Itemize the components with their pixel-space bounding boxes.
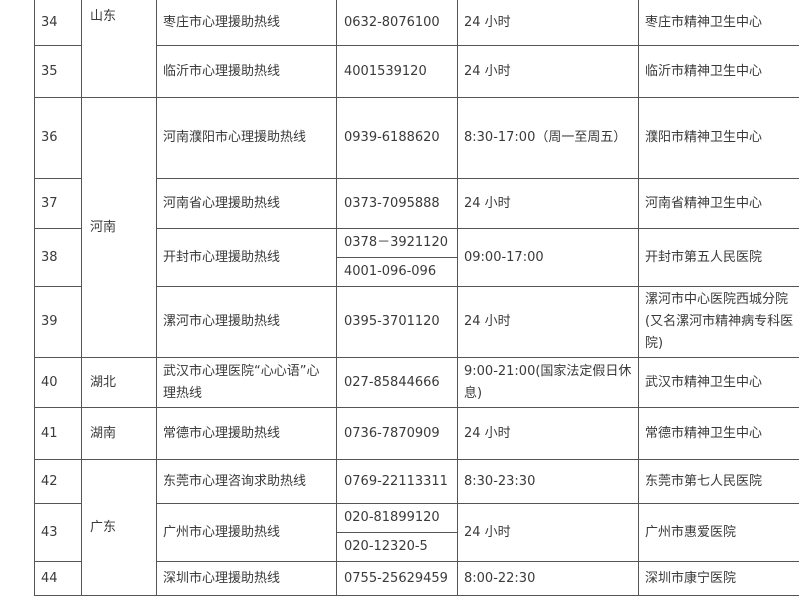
row-number: 39 bbox=[34, 286, 82, 358]
service-hours: 8:00-22:30 bbox=[457, 561, 639, 596]
phone-number: 0378－3921120 bbox=[336, 228, 458, 258]
service-hours: 8:30-23:30 bbox=[457, 459, 639, 504]
phone-number: 027-85844666 bbox=[336, 357, 458, 408]
row-number: 42 bbox=[34, 459, 82, 504]
table-row: 35 临沂市心理援助热线 4001539120 24 小时 临沂市精神卫生中心 bbox=[34, 45, 799, 98]
organization: 枣庄市精神卫生中心 bbox=[638, 0, 799, 46]
row-number: 36 bbox=[34, 97, 82, 179]
hotline-name: 漯河市心理援助热线 bbox=[156, 286, 337, 358]
province-cell: 广东 bbox=[81, 459, 157, 596]
phone-number: 0755-25629459 bbox=[336, 561, 458, 596]
hotline-table: 34 山东 枣庄市心理援助热线 0632-8076100 24 小时 枣庄市精神卫生中心 3… bbox=[34, 0, 799, 596]
organization: 开封市第五人民医院 bbox=[638, 228, 799, 287]
service-hours: 9:00-21:00(国家法定假日休息) bbox=[457, 357, 639, 408]
organization: 临沂市精神卫生中心 bbox=[638, 45, 799, 98]
province-cell: 湖南 bbox=[81, 407, 157, 460]
hotline-name: 深圳市心理援助热线 bbox=[156, 561, 337, 596]
row-number: 41 bbox=[34, 407, 82, 460]
service-hours: 8:30-17:00（周一至周五） bbox=[457, 97, 639, 179]
hotline-name: 广州市心理援助热线 bbox=[156, 503, 337, 562]
organization: 濮阳市精神卫生中心 bbox=[638, 97, 799, 179]
row-number: 37 bbox=[34, 178, 82, 229]
hotline-name: 河南濮阳市心理援助热线 bbox=[156, 97, 337, 179]
service-hours: 24 小时 bbox=[457, 503, 639, 562]
phone-number: 020-81899120 bbox=[336, 503, 458, 533]
row-number: 38 bbox=[34, 228, 82, 287]
hotline-name: 河南省心理援助热线 bbox=[156, 178, 337, 229]
row-number: 35 bbox=[34, 45, 82, 98]
hotline-name: 开封市心理援助热线 bbox=[156, 228, 337, 287]
organization: 常德市精神卫生中心 bbox=[638, 407, 799, 460]
service-hours: 24 小时 bbox=[457, 178, 639, 229]
hotline-name: 枣庄市心理援助热线 bbox=[156, 0, 337, 46]
hotline-name: 临沂市心理援助热线 bbox=[156, 45, 337, 98]
table-row: 41 湖南 常德市心理援助热线 0736-7870909 24 小时 常德市精神卫生中心 bbox=[34, 407, 799, 460]
province-cell: 湖北 bbox=[81, 357, 157, 408]
table-row: 42 广东 东莞市心理咨询求助热线 0769-22113311 8:30-23:30 东莞… bbox=[34, 459, 799, 596]
organization: 深圳市康宁医院 bbox=[638, 561, 799, 596]
organization: 广州市惠爱医院 bbox=[638, 503, 799, 562]
phone-number: 0395-3701120 bbox=[336, 286, 458, 358]
row-number: 40 bbox=[34, 357, 82, 408]
phone-number: 0373-7095888 bbox=[336, 178, 458, 229]
table-row: 36 河南 河南濮阳市心理援助热线 0939-6188620 8:30-17:00（周一… bbox=[34, 97, 799, 358]
table-row: 37 河南省心理援助热线 0373-7095888 24 小时 河南省精神卫生中心 bbox=[34, 178, 799, 229]
hotline-name: 东莞市心理咨询求助热线 bbox=[156, 459, 337, 504]
table-row: 44 深圳市心理援助热线 0755-25629459 8:00-22:30 深圳市康宁医… bbox=[34, 561, 799, 596]
phone-number: 0939-6188620 bbox=[336, 97, 458, 179]
organization: 武汉市精神卫生中心 bbox=[638, 357, 799, 408]
service-hours: 24 小时 bbox=[457, 407, 639, 460]
phone-number: 0632-8076100 bbox=[336, 0, 458, 46]
phone-number: 0736-7870909 bbox=[336, 407, 458, 460]
service-hours: 09:00-17:00 bbox=[457, 228, 639, 287]
hotline-name: 武汉市心理医院“心心语”心理热线 bbox=[156, 357, 337, 408]
organization: 漯河市中心医院西城分院(又名漯河市精神病专科医院) bbox=[638, 286, 799, 358]
phone-number: 020-12320-5 bbox=[336, 532, 458, 562]
organization: 河南省精神卫生中心 bbox=[638, 178, 799, 229]
phone-number: 0769-22113311 bbox=[336, 459, 458, 504]
row-number: 43 bbox=[34, 503, 82, 562]
table-row: 34 山东 枣庄市心理援助热线 0632-8076100 24 小时 枣庄市精神卫生中心 bbox=[34, 0, 799, 98]
province-cell: 河南 bbox=[81, 97, 157, 358]
table-subrow: 4001-096-096 bbox=[35, 257, 799, 287]
service-hours: 24 小时 bbox=[457, 286, 639, 358]
province-cell: 山东 bbox=[81, 0, 157, 98]
service-hours: 24 小时 bbox=[457, 45, 639, 98]
organization: 东莞市第七人民医院 bbox=[638, 459, 799, 504]
phone-number: 4001-096-096 bbox=[336, 257, 458, 287]
phone-number: 4001539120 bbox=[336, 45, 458, 98]
service-hours: 24 小时 bbox=[457, 0, 639, 46]
row-number: 34 bbox=[34, 0, 82, 46]
table-row: 40 湖北 武汉市心理医院“心心语”心理热线 027-85844666 9:00-21:… bbox=[34, 357, 799, 408]
row-number: 44 bbox=[34, 561, 82, 596]
hotline-name: 常德市心理援助热线 bbox=[156, 407, 337, 460]
